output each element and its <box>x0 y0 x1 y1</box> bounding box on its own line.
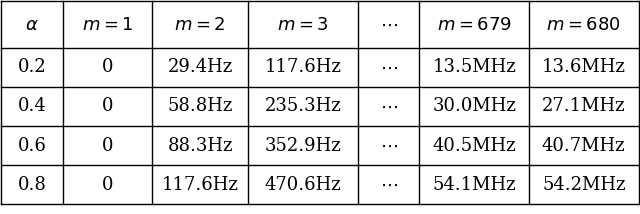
Text: 117.6Hz: 117.6Hz <box>264 58 341 76</box>
Text: $\cdots$: $\cdots$ <box>380 137 397 155</box>
Text: 13.6MHz: 13.6MHz <box>542 58 626 76</box>
Text: 0: 0 <box>102 137 113 155</box>
Text: 40.5MHz: 40.5MHz <box>433 137 516 155</box>
Text: $m = 680$: $m = 680$ <box>547 16 621 34</box>
Text: $\alpha$: $\alpha$ <box>26 16 39 34</box>
Text: 470.6Hz: 470.6Hz <box>264 176 341 194</box>
Text: 88.3Hz: 88.3Hz <box>167 137 233 155</box>
Text: 27.1MHz: 27.1MHz <box>542 97 626 116</box>
Text: 54.1MHz: 54.1MHz <box>433 176 516 194</box>
Text: $m = 2$: $m = 2$ <box>175 16 226 34</box>
Text: 0.4: 0.4 <box>18 97 47 116</box>
Text: $\cdots$: $\cdots$ <box>380 58 397 76</box>
Text: 0.8: 0.8 <box>18 176 47 194</box>
Text: 235.3Hz: 235.3Hz <box>264 97 341 116</box>
Text: $m = 1$: $m = 1$ <box>82 16 133 34</box>
Text: 0: 0 <box>102 97 113 116</box>
Text: 30.0MHz: 30.0MHz <box>432 97 516 116</box>
Text: 29.4Hz: 29.4Hz <box>168 58 233 76</box>
Text: 117.6Hz: 117.6Hz <box>162 176 239 194</box>
Text: 352.9Hz: 352.9Hz <box>264 137 341 155</box>
Text: $m = 3$: $m = 3$ <box>277 16 329 34</box>
Text: 0: 0 <box>102 58 113 76</box>
Text: $\cdots$: $\cdots$ <box>380 97 397 116</box>
Text: $\cdots$: $\cdots$ <box>380 16 397 34</box>
Text: $m = 679$: $m = 679$ <box>436 16 511 34</box>
Text: 0: 0 <box>102 176 113 194</box>
Text: 0.2: 0.2 <box>18 58 47 76</box>
Text: 0.6: 0.6 <box>18 137 47 155</box>
Text: $\cdots$: $\cdots$ <box>380 176 397 194</box>
Text: 58.8Hz: 58.8Hz <box>168 97 233 116</box>
Text: 54.2MHz: 54.2MHz <box>542 176 625 194</box>
Text: 13.5MHz: 13.5MHz <box>432 58 516 76</box>
Text: 40.7MHz: 40.7MHz <box>542 137 626 155</box>
